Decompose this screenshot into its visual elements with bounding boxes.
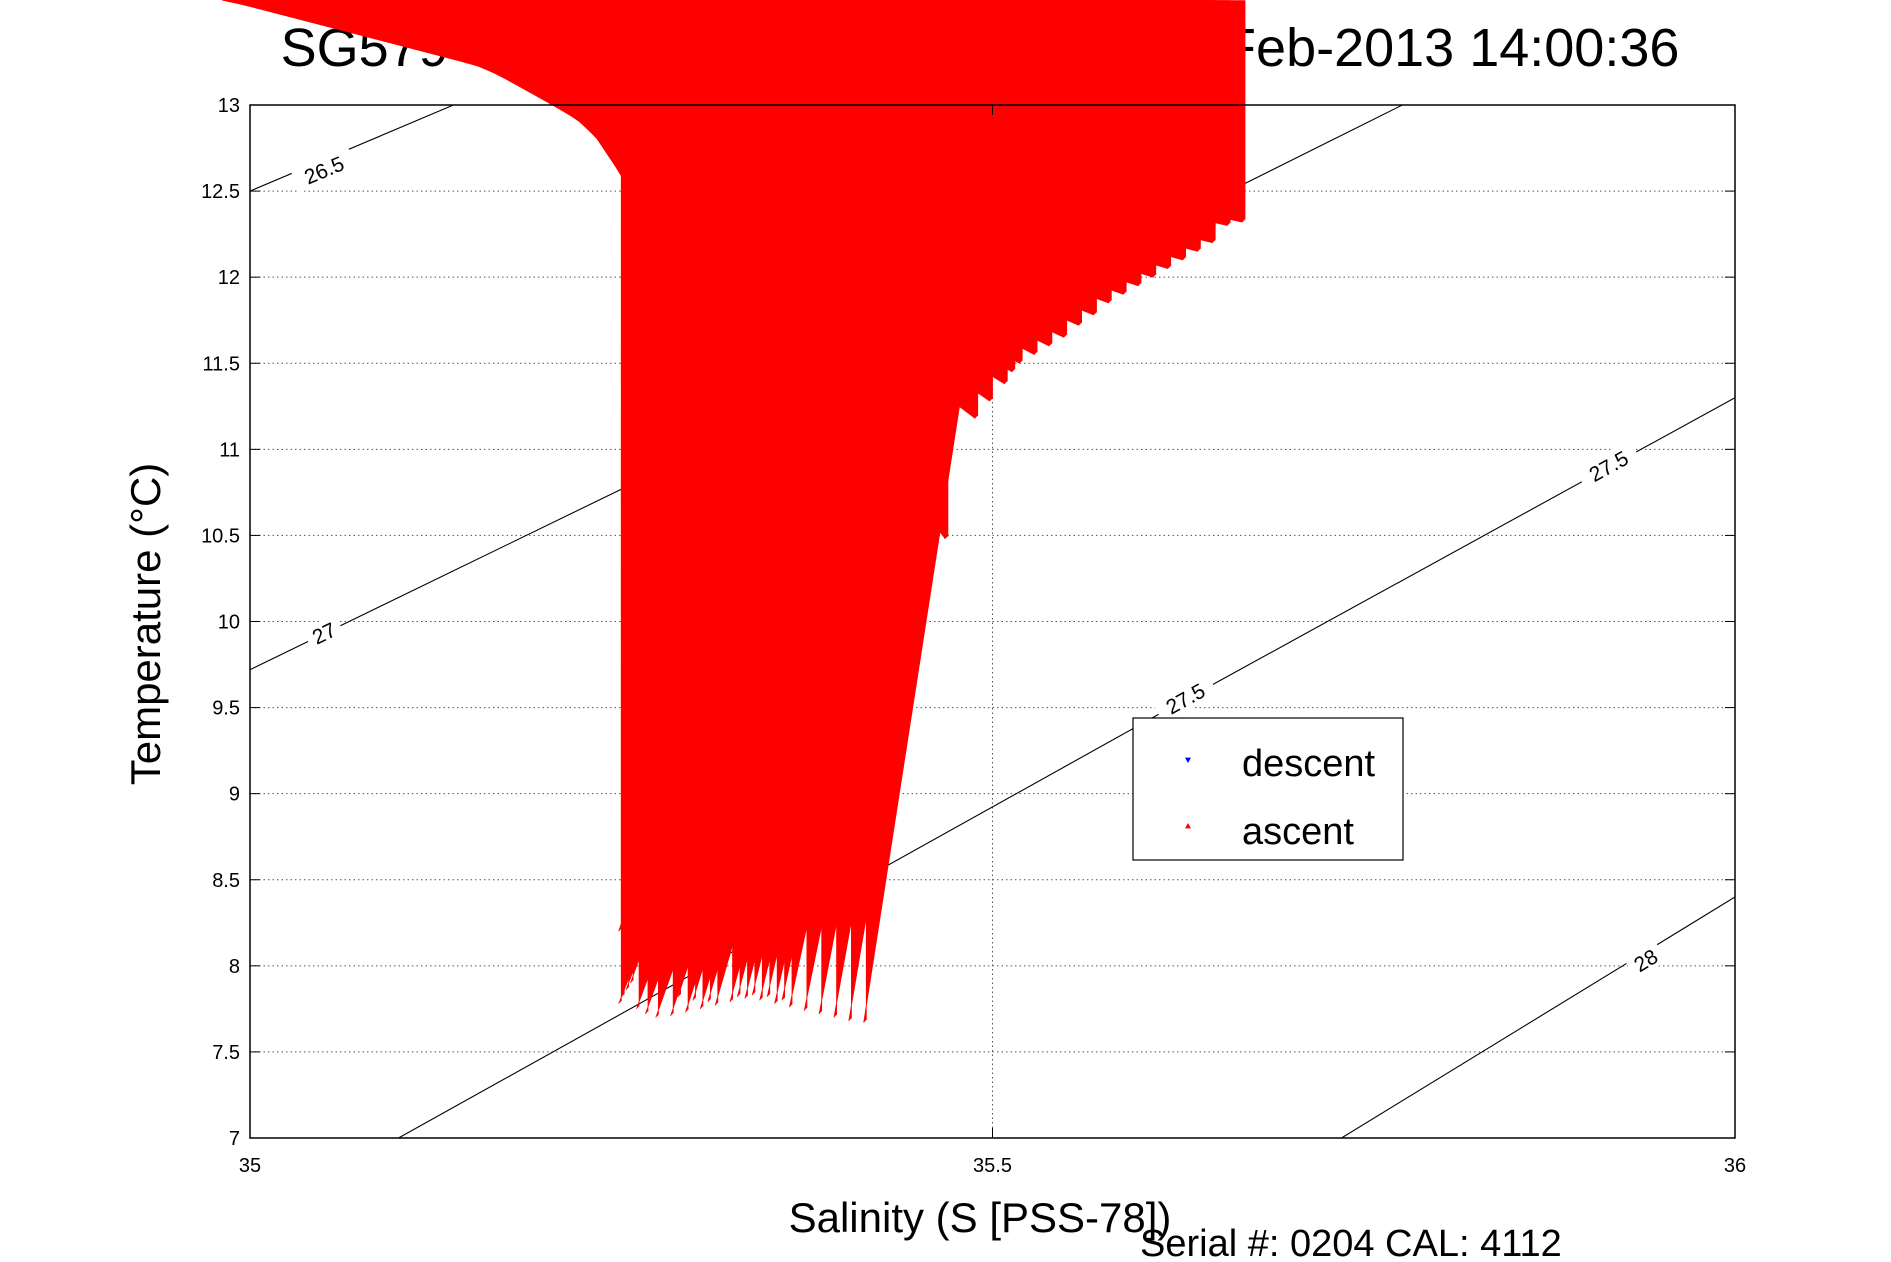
y-tick-label: 10 <box>218 612 240 634</box>
contour-label-background <box>1575 440 1642 492</box>
contour-label-background <box>1152 672 1219 724</box>
density-contour-26.5 <box>250 105 454 192</box>
y-tick-label: 7 <box>229 1128 240 1150</box>
y-tick-label: 10.5 <box>201 525 240 547</box>
x-tick-label: 35 <box>239 1155 261 1177</box>
serial-footer: Serial #: 0204 CAL: 4112 <box>1140 1223 1562 1262</box>
y-tick-label: 7.5 <box>212 1042 240 1064</box>
y-tick-label: 12 <box>218 267 240 289</box>
density-contour-label: 26.5 <box>290 146 358 193</box>
axis-ticks: 35 35.5 36 7 7.5 8 8.5 9 9.5 10 10.5 11 11.5 12 12.5 13 <box>201 95 1746 1177</box>
x-axis-label: Salinity (S [PSS-78]) <box>789 1194 1172 1241</box>
legend: descent ascent <box>1132 717 1404 861</box>
x-tick-label: 35.5 <box>973 1155 1012 1177</box>
legend-label-descent: descent <box>1242 743 1376 785</box>
y-tick-label: 9 <box>229 784 240 806</box>
legend-marker-ascent <box>1185 823 1191 829</box>
legend-box <box>1132 717 1404 861</box>
contour-label-background <box>290 146 358 193</box>
y-tick-label: 11.5 <box>203 353 240 375</box>
x-tick-label: 36 <box>1724 1155 1746 1177</box>
y-tick-label: 8 <box>229 956 240 978</box>
data-points <box>222 0 1246 1023</box>
legend-label-ascent: ascent <box>1242 811 1354 853</box>
y-tick-label: 12.5 <box>201 181 240 203</box>
contour-label-background <box>302 614 346 652</box>
contour-label-background <box>1623 940 1667 980</box>
y-tick-label: 11 <box>219 439 240 461</box>
y-tick-label: 8.5 <box>212 870 240 892</box>
density-contour-28 <box>1341 896 1735 1138</box>
legend-marker-descent <box>1185 757 1191 763</box>
y-tick-label: 13 <box>218 95 240 117</box>
ascent-point <box>242 0 1157 244</box>
y-tick-label: 9.5 <box>212 698 240 720</box>
y-axis-label: Temperature (°C) <box>122 463 169 786</box>
